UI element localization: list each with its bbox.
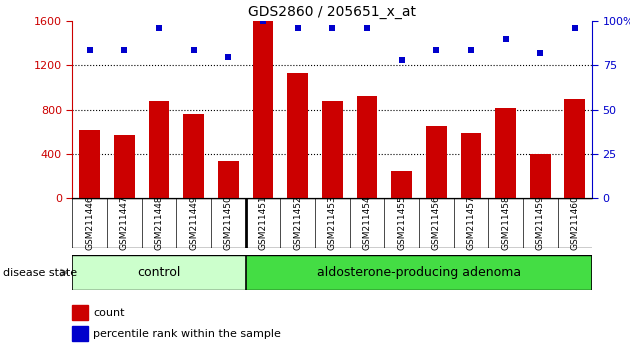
Point	[84, 47, 95, 52]
Bar	[114, 135, 135, 198]
Point	[362, 25, 372, 31]
Point	[535, 50, 545, 56]
Text: GSM211450: GSM211450	[224, 196, 233, 250]
Point	[500, 36, 510, 42]
Point	[570, 25, 580, 31]
Point	[327, 25, 337, 31]
Point	[431, 47, 441, 52]
Bar	[461, 133, 481, 198]
Bar	[79, 130, 100, 198]
Text: GSM211460: GSM211460	[570, 196, 580, 250]
Bar	[218, 161, 239, 198]
Text: GSM211448: GSM211448	[154, 196, 164, 250]
Text: percentile rank within the sample: percentile rank within the sample	[93, 329, 281, 339]
Text: GSM211459: GSM211459	[536, 196, 545, 250]
Title: GDS2860 / 205651_x_at: GDS2860 / 205651_x_at	[248, 5, 416, 19]
Point	[223, 54, 233, 59]
Text: GSM211449: GSM211449	[189, 196, 198, 250]
Point	[292, 25, 302, 31]
Bar	[287, 73, 308, 198]
Text: GSM211447: GSM211447	[120, 196, 129, 250]
Bar	[564, 99, 585, 198]
Bar	[183, 114, 204, 198]
Text: control: control	[137, 266, 181, 279]
Text: disease state: disease state	[3, 268, 77, 278]
Text: GSM211451: GSM211451	[258, 196, 268, 250]
Bar	[253, 21, 273, 198]
Text: GSM211455: GSM211455	[397, 196, 406, 250]
Bar	[72, 305, 88, 320]
Point	[258, 18, 268, 24]
Text: GSM211452: GSM211452	[293, 196, 302, 250]
Point	[154, 25, 164, 31]
Bar	[149, 101, 169, 198]
Bar	[322, 101, 343, 198]
Bar	[357, 97, 377, 198]
Text: aldosterone-producing adenoma: aldosterone-producing adenoma	[317, 266, 521, 279]
Text: GSM211446: GSM211446	[85, 196, 94, 250]
Bar	[426, 126, 447, 198]
Bar	[530, 154, 551, 198]
Text: GSM211453: GSM211453	[328, 196, 337, 250]
Bar	[72, 326, 88, 341]
Text: GSM211458: GSM211458	[501, 196, 510, 250]
Point	[396, 57, 406, 63]
Text: GSM211454: GSM211454	[362, 196, 372, 250]
Bar	[72, 255, 246, 290]
Point	[120, 47, 130, 52]
Text: count: count	[93, 308, 125, 318]
Bar	[246, 255, 592, 290]
Point	[466, 47, 476, 52]
Point	[188, 47, 198, 52]
Text: GSM211457: GSM211457	[466, 196, 476, 250]
Bar	[495, 108, 516, 198]
Bar	[391, 171, 412, 198]
Text: GSM211456: GSM211456	[432, 196, 441, 250]
